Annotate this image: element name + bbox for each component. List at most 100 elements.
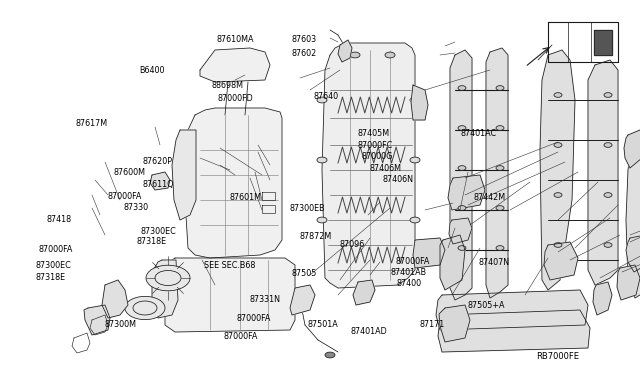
Circle shape (604, 243, 612, 247)
Circle shape (458, 166, 466, 170)
Polygon shape (626, 235, 640, 272)
Polygon shape (353, 280, 375, 305)
Text: 87318E: 87318E (136, 237, 166, 246)
Polygon shape (594, 30, 612, 55)
Text: 87406M: 87406M (370, 164, 402, 173)
Polygon shape (624, 130, 640, 168)
Polygon shape (593, 282, 612, 315)
Circle shape (410, 157, 420, 163)
Text: 87401AD: 87401AD (351, 327, 387, 336)
Text: 87407N: 87407N (479, 258, 510, 267)
Circle shape (317, 217, 327, 223)
Text: 87406N: 87406N (383, 175, 413, 184)
Circle shape (146, 265, 190, 291)
Polygon shape (411, 85, 428, 120)
Circle shape (458, 206, 466, 210)
Text: 87000FA: 87000FA (237, 314, 271, 323)
Circle shape (317, 157, 327, 163)
Polygon shape (152, 260, 178, 318)
Circle shape (458, 126, 466, 130)
Text: 87000FA: 87000FA (108, 192, 142, 201)
Polygon shape (200, 48, 270, 82)
Text: 88698M: 88698M (211, 81, 243, 90)
Text: 87505+A: 87505+A (467, 301, 505, 310)
Polygon shape (540, 50, 575, 290)
Polygon shape (165, 258, 295, 332)
Text: 87401AB: 87401AB (390, 268, 426, 277)
Text: 87331N: 87331N (250, 295, 280, 304)
Polygon shape (544, 242, 578, 280)
Text: 87000FA: 87000FA (396, 257, 430, 266)
Text: 87640: 87640 (314, 92, 339, 101)
Circle shape (410, 97, 420, 103)
Text: RB7000FE: RB7000FE (536, 352, 579, 361)
Circle shape (554, 143, 562, 147)
Text: 87610MA: 87610MA (216, 35, 254, 44)
Text: 87000FA: 87000FA (224, 332, 259, 341)
Text: 87600M: 87600M (114, 169, 146, 177)
Circle shape (458, 246, 466, 250)
Polygon shape (448, 175, 485, 210)
Text: 87000G: 87000G (362, 152, 393, 161)
Text: 87318E: 87318E (35, 273, 65, 282)
Polygon shape (449, 218, 472, 244)
Text: 87405M: 87405M (357, 129, 389, 138)
Circle shape (554, 193, 562, 197)
Text: 87000FD: 87000FD (218, 94, 253, 103)
Polygon shape (486, 48, 508, 298)
Polygon shape (185, 108, 282, 258)
Polygon shape (626, 148, 640, 298)
Text: 87617M: 87617M (76, 119, 108, 128)
Text: 87505: 87505 (291, 269, 317, 278)
Circle shape (496, 166, 504, 170)
Circle shape (604, 93, 612, 97)
Circle shape (496, 126, 504, 130)
Text: 87000FC: 87000FC (357, 141, 392, 150)
Text: 87330: 87330 (124, 203, 148, 212)
Text: 87000FA: 87000FA (38, 245, 73, 254)
Text: 87620P: 87620P (142, 157, 172, 166)
Text: 87300EB: 87300EB (290, 204, 326, 213)
Circle shape (496, 246, 504, 250)
Circle shape (350, 52, 360, 58)
Circle shape (385, 52, 395, 58)
Circle shape (458, 86, 466, 90)
Polygon shape (150, 172, 170, 190)
Text: 87501A: 87501A (307, 320, 338, 329)
Text: 87300M: 87300M (104, 320, 136, 329)
Polygon shape (438, 310, 590, 352)
Polygon shape (588, 60, 618, 285)
Polygon shape (290, 285, 315, 315)
Polygon shape (84, 305, 110, 335)
Text: 87611Q: 87611Q (142, 180, 173, 189)
Circle shape (604, 143, 612, 147)
Text: B6400: B6400 (140, 66, 165, 75)
Text: 87602: 87602 (291, 49, 316, 58)
Text: 87096: 87096 (339, 240, 364, 249)
Circle shape (410, 217, 420, 223)
Circle shape (325, 352, 335, 358)
Circle shape (125, 296, 165, 320)
Text: 87418: 87418 (46, 215, 71, 224)
Text: 87442M: 87442M (474, 193, 506, 202)
Circle shape (554, 243, 562, 247)
Text: 87601M: 87601M (229, 193, 261, 202)
Circle shape (496, 206, 504, 210)
Polygon shape (439, 305, 470, 342)
Text: 87300EC: 87300EC (35, 262, 71, 270)
Polygon shape (413, 238, 445, 268)
Text: 87400: 87400 (397, 279, 422, 288)
Polygon shape (322, 43, 415, 288)
Polygon shape (338, 40, 352, 62)
Text: SEE SEC.B68: SEE SEC.B68 (204, 262, 255, 270)
Text: 87171: 87171 (419, 320, 444, 329)
Circle shape (317, 97, 327, 103)
Circle shape (604, 193, 612, 197)
Circle shape (496, 86, 504, 90)
Polygon shape (436, 290, 588, 330)
Polygon shape (102, 280, 128, 318)
Polygon shape (450, 50, 472, 300)
Text: 87872M: 87872M (300, 232, 332, 241)
Polygon shape (617, 265, 640, 300)
Text: 87401AC: 87401AC (461, 129, 497, 138)
